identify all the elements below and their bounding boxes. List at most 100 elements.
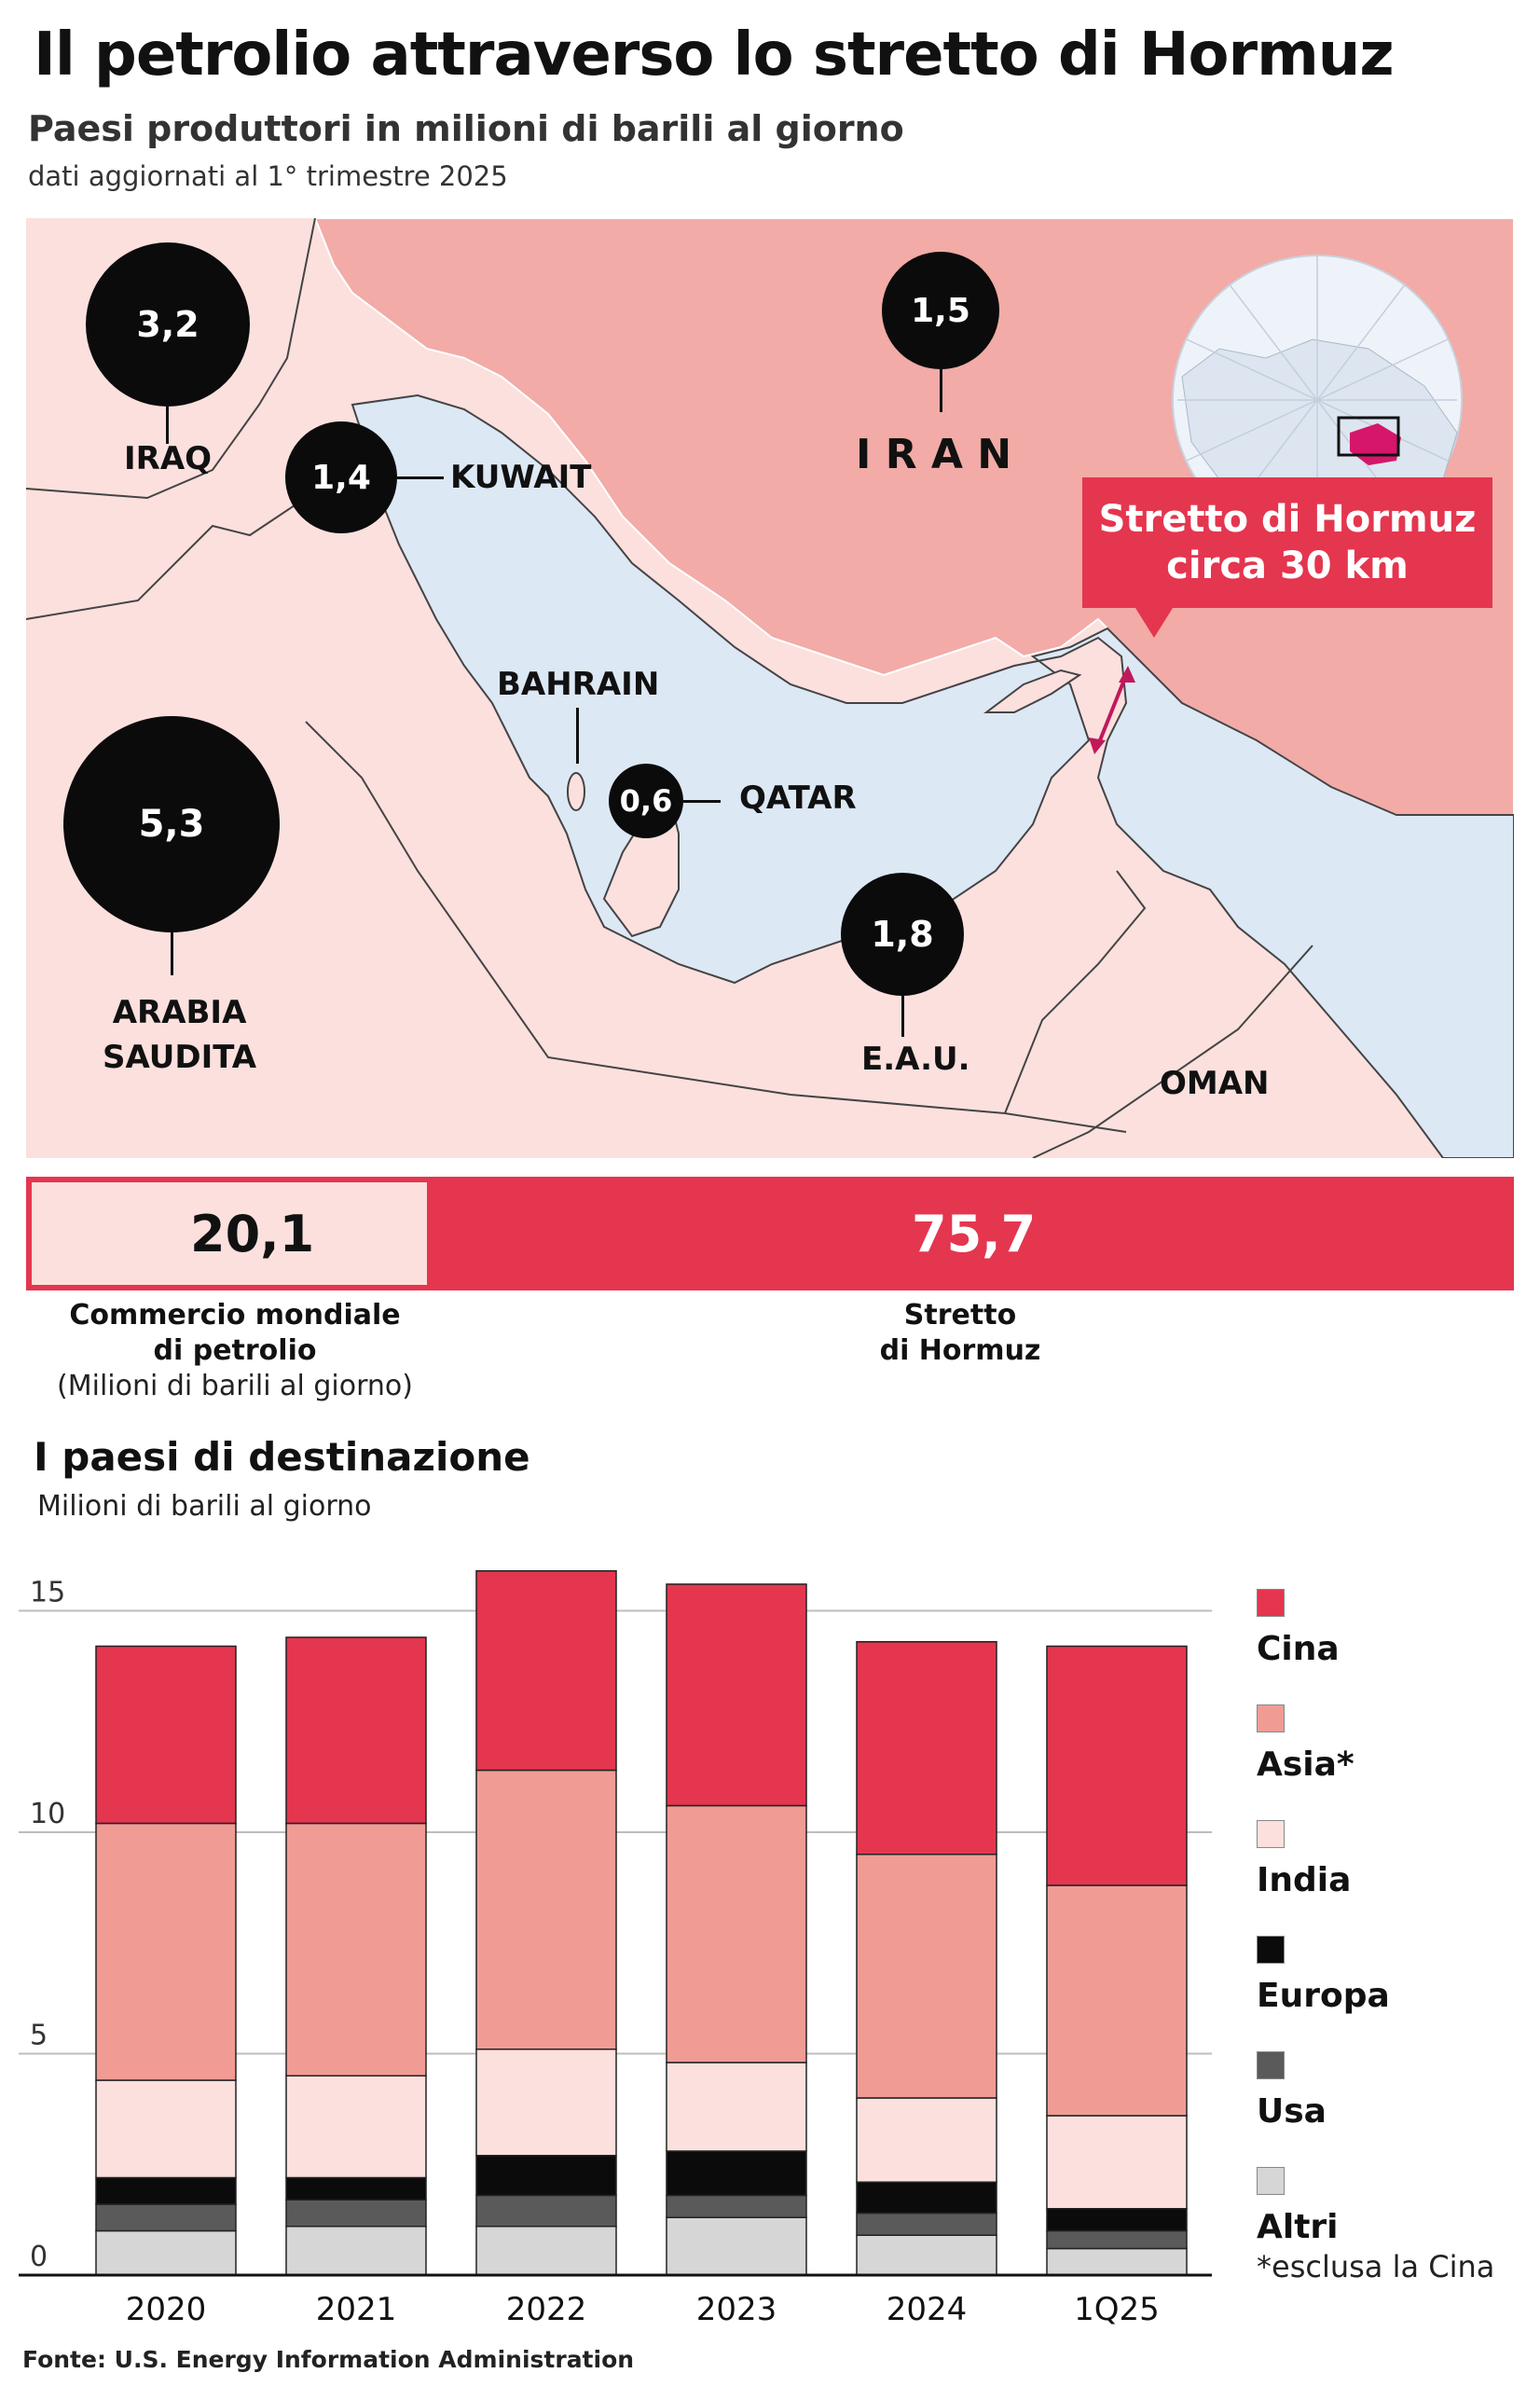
x-tick-label: 2020: [126, 2291, 207, 2328]
page-title: Il petrolio attraverso lo stretto di Hor…: [34, 21, 1395, 90]
legend-item: Cina: [1257, 1589, 1340, 1668]
qatar-label: QATAR: [739, 780, 857, 817]
map-background: [26, 218, 1514, 1158]
bar-segment: [95, 2079, 237, 2179]
saudi-value-bubble: 5,3: [63, 716, 280, 932]
bar-segment: [285, 2226, 427, 2276]
bar-segment: [95, 2229, 237, 2276]
hormuz-callout: Stretto di Hormuz circa 30 km: [1082, 477, 1492, 608]
kuwait-label: KUWAIT: [450, 459, 592, 496]
x-tick-label: 2022: [506, 2291, 587, 2328]
bar-segment: [95, 2176, 237, 2205]
y-tick-label: 0: [30, 2241, 48, 2273]
legend-item: Europa: [1257, 1936, 1390, 2015]
legend-swatch: [1257, 2051, 1285, 2079]
destinations-stacked-bar-chart: 0 5 10 15 2020 2021 2022 2023 2024 1Q25: [19, 1570, 1212, 2328]
legend-item: Altri: [1257, 2167, 1339, 2246]
x-tick-label: 2024: [887, 2291, 968, 2328]
legend-label: Asia*: [1257, 1745, 1354, 1784]
world-trade-caption-units: (Milioni di barili al giorno): [57, 1370, 413, 1402]
qatar-value-bubble: 0,6: [609, 764, 683, 838]
hormuz-caption-line2: di Hormuz: [879, 1334, 1041, 1367]
bar-segment: [666, 2150, 807, 2197]
world-trade-segment: 20,1: [32, 1182, 427, 1285]
x-tick-label: 1Q25: [1074, 2291, 1160, 2328]
land-borders: [26, 218, 1313, 1158]
kuwait-value-bubble: 1,4: [285, 421, 397, 533]
iraq-label: IRAQ: [124, 440, 213, 477]
hormuz-callout-line2: circa 30 km: [1166, 545, 1409, 587]
oman-label: OMAN: [1160, 1065, 1270, 1102]
legend-label: Europa: [1257, 1977, 1390, 2015]
uae-value-bubble: 1,8: [841, 873, 964, 996]
bar-segment: [856, 1854, 997, 2099]
persian-gulf: [351, 393, 1514, 1158]
iraq-leader: [166, 407, 169, 444]
world-trade-value: 20,1: [190, 1205, 315, 1263]
bar-segment: [475, 1769, 617, 2050]
saudi-leader: [171, 932, 173, 975]
bar-segment: [666, 2216, 807, 2276]
source-note: Fonte: U.S. Energy Information Administr…: [22, 2346, 635, 2373]
data-date-note: dati aggiornati al 1° trimestre 2025: [28, 160, 508, 192]
bar-segment: [95, 2203, 237, 2232]
bar-segment: [666, 2062, 807, 2152]
world-trade-caption-line2: di petrolio: [153, 1334, 317, 1367]
legend-swatch: [1257, 1589, 1285, 1617]
legend-item: Usa: [1257, 2051, 1327, 2131]
bar-segment: [285, 1636, 427, 1825]
bar-segment: [856, 2234, 997, 2276]
x-tick-label: 2023: [696, 2291, 777, 2328]
iran-label: I R A N: [856, 431, 1012, 478]
iraq-value-bubble: 3,2: [86, 242, 250, 407]
legend-label: Usa: [1257, 2092, 1327, 2131]
x-tick-label: 2021: [316, 2291, 397, 2328]
legend-swatch: [1257, 1936, 1285, 1964]
bar-segment: [856, 1641, 997, 1856]
legend-label: India: [1257, 1861, 1352, 1899]
bar-segment: [1046, 2229, 1188, 2250]
bar-segment: [1046, 2208, 1188, 2232]
hormuz-value: 75,7: [912, 1205, 1037, 1263]
qeshm-island: [983, 669, 1082, 713]
bar-segment: [475, 2226, 617, 2276]
saudi-label-line2: SAUDITA: [103, 1039, 257, 1076]
legend-swatch: [1257, 2167, 1285, 2195]
gulf-map: 3,2 IRAQ 1,4 KUWAIT 1,5 I R A N BAHRAIN …: [26, 218, 1514, 1158]
qatar-leader: [683, 800, 721, 803]
uae-leader: [901, 996, 904, 1037]
bar-segment: [1046, 1645, 1188, 1886]
legend-item: Asia*: [1257, 1704, 1354, 1784]
chart-units-label: Milioni di barili al giorno: [37, 1490, 372, 1523]
legend-label: Cina: [1257, 1630, 1340, 1668]
bar-segment: [285, 2176, 427, 2201]
bar-segment: [285, 2199, 427, 2228]
chart-title: I paesi di destinazione: [34, 1434, 530, 1480]
legend-label: Altri: [1257, 2208, 1339, 2246]
bar-segment: [666, 2194, 807, 2218]
globe-inset: [1172, 255, 1463, 545]
saudi-label-line1: ARABIA: [112, 994, 247, 1031]
iran-value-bubble: 1,5: [882, 252, 999, 369]
bar-segment: [1046, 2247, 1188, 2276]
iran-leader: [940, 369, 942, 412]
legend-swatch: [1257, 1704, 1285, 1732]
bar-segment: [1046, 2115, 1188, 2210]
bar-segment: [666, 1583, 807, 1807]
strait-width-arrow: [1089, 608, 1173, 754]
legend-footnote: *esclusa la Cina: [1257, 2249, 1495, 2284]
bar-segment: [285, 1822, 427, 2077]
bar-segment: [475, 2049, 617, 2157]
page-subtitle: Paesi produttori in milioni di barili al…: [28, 108, 904, 149]
bar-segment: [285, 2075, 427, 2179]
kuwait-leader: [397, 476, 444, 479]
y-tick-label: 5: [30, 2020, 48, 2052]
bahrain-island: [567, 772, 585, 811]
bar-segment: [95, 1822, 237, 2081]
bar-segment: [475, 2194, 617, 2228]
legend-item: India: [1257, 1820, 1351, 1899]
world-trade-caption: Commercio mondiale di petrolio (Milioni …: [32, 1298, 438, 1404]
bar-segment: [475, 1570, 617, 1772]
bar-segment: [1046, 1884, 1188, 2117]
bar-segment: [856, 2097, 997, 2183]
